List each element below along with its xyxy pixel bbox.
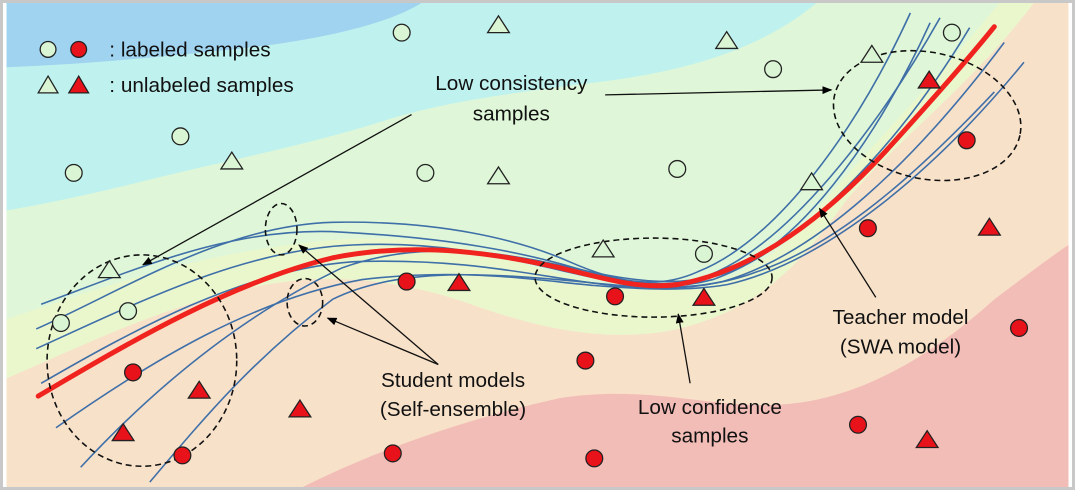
- arrow-low-confidence: [675, 313, 691, 384]
- sample-circle-red: [606, 287, 625, 306]
- sample-circle-red: [858, 219, 877, 238]
- low-confidence-label-line1: Low confidence: [638, 396, 782, 419]
- labeled-samples: [39, 23, 1029, 468]
- sample-circle-green: [51, 313, 70, 333]
- sample-triangle-red: [917, 69, 942, 89]
- sample-triangle-red: [691, 287, 716, 306]
- sample-circle-red: [397, 272, 416, 291]
- teacher-model-label-line1: Teacher model: [832, 306, 968, 329]
- low-consistency-label-line2: samples: [473, 103, 550, 126]
- student-detail-ellipse-top: [264, 202, 298, 256]
- background-cyan: [6, 3, 817, 211]
- student-models-label-line2: (Self-ensemble): [380, 398, 526, 421]
- teacher-model-label-line2: (SWA model): [840, 336, 961, 359]
- unlabeled-samples: [37, 14, 1002, 449]
- low-confidence-ellipse: [534, 237, 773, 318]
- sample-circle-green: [668, 159, 687, 178]
- teacher-model-curve: [35, 24, 997, 399]
- sample-triangle-green: [859, 44, 884, 63]
- sample-triangle-green: [219, 150, 244, 170]
- legend-red-circle-icon: [70, 40, 88, 58]
- sample-triangle-green: [714, 30, 739, 50]
- sample-circle-green: [171, 127, 190, 146]
- annotation-arrows: [142, 86, 877, 384]
- low-consistency-ellipse-left: [46, 254, 238, 468]
- sample-triangle-red: [446, 272, 472, 292]
- sample-triangle-red: [111, 422, 136, 442]
- student-curve-7: [80, 22, 931, 468]
- arrow-student-top: [298, 244, 439, 366]
- sample-circle-green: [64, 163, 83, 182]
- background-regions: [6, 3, 1069, 487]
- sample-circle-red: [576, 351, 595, 370]
- sample-circle-red: [585, 449, 604, 468]
- sample-circle-red: [383, 444, 402, 463]
- sample-circle-green: [942, 23, 961, 42]
- sample-triangle-red: [915, 429, 940, 449]
- background-pink: [302, 245, 1069, 487]
- legend-green-triangle-icon: [37, 74, 60, 94]
- sample-triangle-green: [486, 14, 511, 34]
- sample-triangle-green: [591, 238, 616, 258]
- sample-circle-green: [764, 60, 783, 79]
- sample-triangle-red: [287, 398, 312, 418]
- legend-red-triangle-icon: [67, 74, 90, 94]
- student-curve-5: [55, 61, 1025, 429]
- student-detail-ellipse-bottom: [286, 277, 324, 327]
- student-curve-6: [149, 91, 995, 483]
- sample-circle-red: [1009, 318, 1029, 338]
- sample-circle-red: [173, 446, 192, 465]
- student-models-label-line1: Student models: [381, 369, 525, 392]
- low-confidence-label-line2: samples: [671, 425, 748, 448]
- sample-triangle-green: [799, 171, 824, 191]
- student-curve-2: [40, 17, 941, 306]
- legend-unlabeled-text: : unlabeled samples: [109, 74, 293, 97]
- sample-circle-red: [848, 415, 868, 434]
- arrow-low-consistency-left: [142, 114, 412, 266]
- sample-circle-green: [416, 163, 435, 182]
- student-model-curves: [35, 12, 1025, 483]
- sample-circle-green: [119, 302, 138, 321]
- sample-triangle-red: [977, 217, 1002, 236]
- low-consistency-label-line1: Low consistency: [435, 72, 588, 95]
- legend-labeled-text: : labeled samples: [109, 38, 270, 61]
- arrow-student-bottom: [326, 317, 439, 366]
- arrow-teacher: [818, 207, 877, 298]
- background-blue: [6, 3, 422, 68]
- sample-circle-red: [123, 363, 143, 382]
- legend-green-circle-icon: [39, 40, 57, 58]
- sample-triangle-green: [486, 165, 511, 185]
- sample-triangle-red: [187, 380, 212, 399]
- sample-triangle-green: [97, 259, 122, 279]
- diagram-svg: : labeled samples : unlabeled samples Lo…: [6, 3, 1069, 487]
- sample-circle-red: [957, 131, 976, 150]
- sample-circle-green: [694, 244, 713, 263]
- student-curve-1: [35, 12, 912, 330]
- sample-circle-green: [392, 23, 411, 42]
- arrow-low-consistency-right: [605, 86, 833, 96]
